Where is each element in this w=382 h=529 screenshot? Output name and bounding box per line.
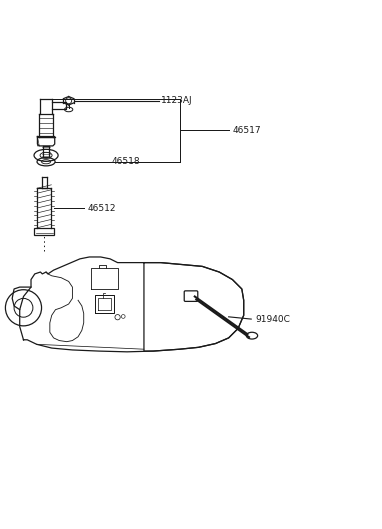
Text: 46512: 46512 — [87, 204, 116, 213]
Text: 46518: 46518 — [112, 157, 141, 166]
FancyBboxPatch shape — [184, 291, 198, 302]
Ellipse shape — [246, 332, 257, 339]
Text: 91940C: 91940C — [255, 315, 290, 324]
Bar — [34, 228, 54, 234]
Text: 1123AJ: 1123AJ — [161, 96, 193, 105]
Text: 46517: 46517 — [232, 126, 261, 135]
